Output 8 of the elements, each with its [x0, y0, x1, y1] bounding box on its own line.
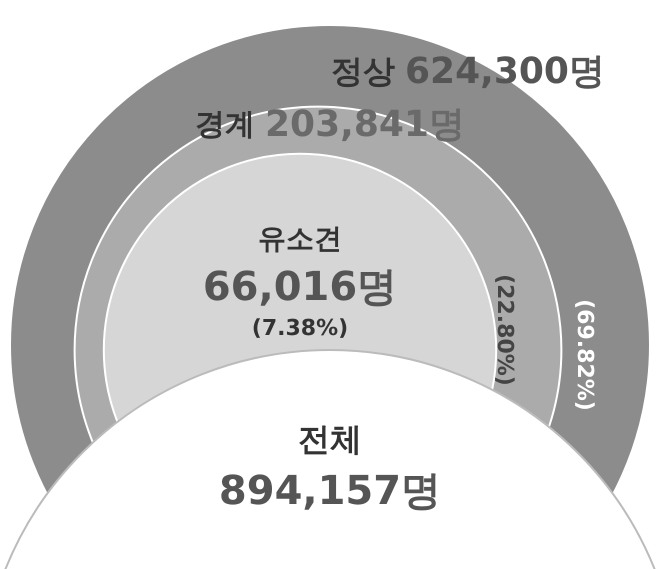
text: (22.80%): [492, 274, 517, 386]
text: 전체: [298, 420, 362, 458]
category-label: 정상: [331, 52, 395, 90]
text: (7.38%): [252, 316, 348, 341]
category-label: 유소견: [258, 222, 342, 255]
data-label: 66,016명: [202, 264, 398, 310]
text: (69.82%): [572, 299, 597, 411]
text: 894,157명: [218, 468, 442, 514]
